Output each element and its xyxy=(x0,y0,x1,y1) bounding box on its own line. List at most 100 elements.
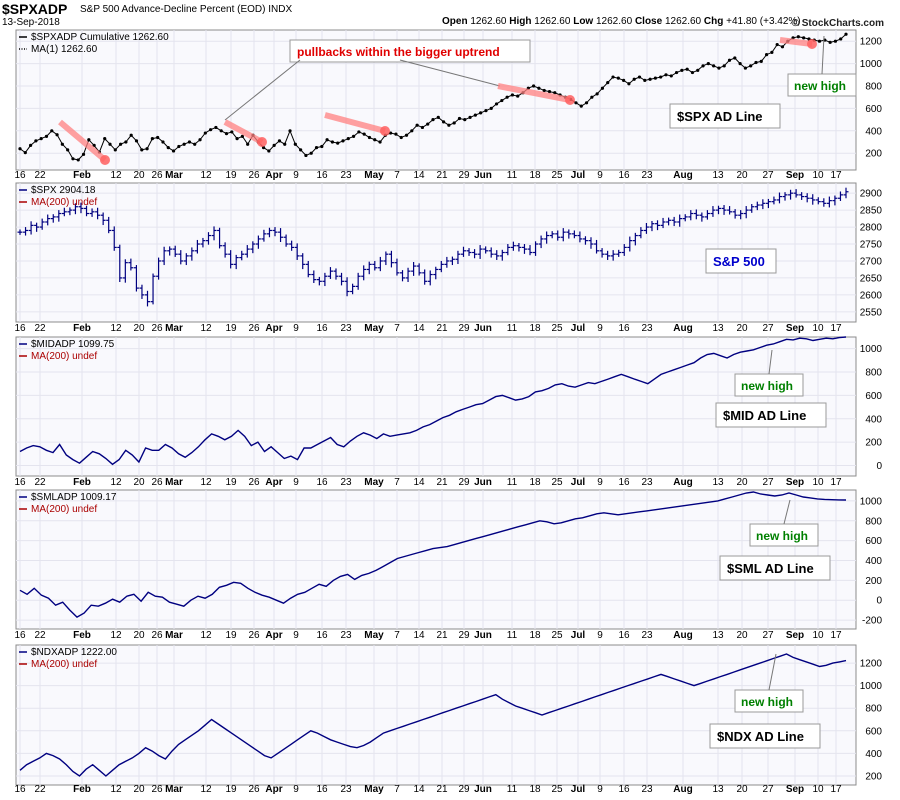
data-point xyxy=(34,139,38,143)
data-point xyxy=(346,137,350,141)
data-point xyxy=(717,66,721,70)
ohlc-bar xyxy=(294,243,300,260)
data-point xyxy=(367,135,372,140)
ohlc-bar xyxy=(477,245,483,259)
data-point xyxy=(156,135,160,140)
data-point xyxy=(505,95,509,99)
data-point xyxy=(743,66,747,70)
ohlc-bar xyxy=(460,246,466,257)
ohlc-bar xyxy=(710,206,716,217)
x-tick-label: 26 xyxy=(248,170,260,181)
x-tick-label: 25 xyxy=(551,323,563,334)
ohlc-bar xyxy=(266,227,272,238)
data-point xyxy=(817,39,822,43)
ohlc-bar xyxy=(677,214,683,227)
annotation-label: $MID AD Line xyxy=(723,408,806,423)
new-high-pointer xyxy=(768,653,777,691)
x-tick-label: 14 xyxy=(413,170,425,181)
data-point xyxy=(484,109,488,113)
data-point xyxy=(712,64,716,68)
data-point xyxy=(373,138,377,142)
y-tick-label: 2600 xyxy=(860,290,883,301)
data-point xyxy=(775,42,779,47)
x-tick-label: 18 xyxy=(529,477,541,488)
legend-series-label: $SMLADP 1009.17 xyxy=(31,492,117,503)
data-point xyxy=(542,88,546,93)
y-tick-label: 2700 xyxy=(860,256,883,267)
data-point xyxy=(304,153,308,158)
series-line xyxy=(19,653,847,777)
x-tick-label: 20 xyxy=(133,630,145,641)
x-tick-label: 10 xyxy=(812,784,824,795)
x-tick-label: 27 xyxy=(762,170,774,181)
ohlc-bar xyxy=(95,207,101,220)
data-point xyxy=(177,144,181,149)
ohlc-bar xyxy=(499,249,505,261)
y-tick-label: 2900 xyxy=(860,189,883,200)
annotation-box xyxy=(705,248,777,274)
ohlc-bar xyxy=(61,207,67,217)
x-tick-label: 9 xyxy=(293,784,299,795)
x-tick-label: Jul xyxy=(571,170,586,181)
ohlc-bar xyxy=(666,217,672,226)
ohlc-bar xyxy=(538,235,544,249)
data-point xyxy=(574,101,578,105)
legend-ma-label: MA(200) undef xyxy=(31,351,97,362)
x-tick-label: 23 xyxy=(340,784,352,795)
ohlc-bar xyxy=(250,241,256,254)
x-tick-label: 10 xyxy=(812,630,824,641)
data-point xyxy=(399,135,403,140)
ohlc-bar xyxy=(549,231,555,239)
data-point xyxy=(240,134,244,138)
ohlc-bar xyxy=(704,210,710,220)
data-point xyxy=(579,104,583,108)
x-tick-label: 18 xyxy=(529,784,541,795)
new-high-label: new high xyxy=(756,529,808,543)
data-point xyxy=(590,95,594,99)
data-point xyxy=(39,137,43,141)
data-point xyxy=(224,132,229,136)
ohlc-bar xyxy=(78,202,84,214)
ohlc-bar xyxy=(527,245,533,256)
data-point xyxy=(457,116,462,121)
x-tick-label: 21 xyxy=(436,323,448,334)
x-tick-label: 19 xyxy=(225,170,237,181)
data-point xyxy=(727,58,732,62)
annotation-box xyxy=(709,723,821,749)
x-tick-label: 12 xyxy=(200,323,212,334)
ohlc-bar xyxy=(100,212,106,226)
ohlc-bar xyxy=(738,210,744,220)
data-point xyxy=(129,133,133,137)
data-point xyxy=(627,82,631,86)
data-point xyxy=(124,140,128,144)
x-tick-label: 17 xyxy=(830,784,842,795)
x-tick-label: Mar xyxy=(165,170,183,181)
data-point xyxy=(468,115,472,119)
data-point xyxy=(494,102,499,106)
data-point xyxy=(754,60,758,65)
x-tick-label: 25 xyxy=(551,477,563,488)
x-tick-label: 17 xyxy=(830,630,842,641)
ohlc-bar xyxy=(760,199,766,210)
ohlc-bar xyxy=(765,198,771,209)
y-tick-label: 2800 xyxy=(860,223,883,234)
x-tick-label: Apr xyxy=(265,477,282,488)
data-point xyxy=(839,37,843,41)
x-tick-label: 25 xyxy=(551,170,563,181)
panel-frame xyxy=(15,489,857,630)
x-tick-label: 14 xyxy=(413,323,425,334)
x-tick-label: 26 xyxy=(151,477,163,488)
data-point xyxy=(547,90,552,94)
data-point xyxy=(600,86,605,90)
x-tick-label: 9 xyxy=(597,477,603,488)
x-tick-label: 9 xyxy=(597,784,603,795)
data-point xyxy=(230,130,234,134)
x-tick-label: May xyxy=(364,784,384,795)
x-tick-label: 27 xyxy=(762,323,774,334)
data-point xyxy=(685,67,689,71)
ohlc-bar xyxy=(394,258,400,276)
ohlc-bar xyxy=(466,248,472,256)
ohlc-bar xyxy=(388,250,394,268)
x-tick-label: Aug xyxy=(673,323,692,334)
